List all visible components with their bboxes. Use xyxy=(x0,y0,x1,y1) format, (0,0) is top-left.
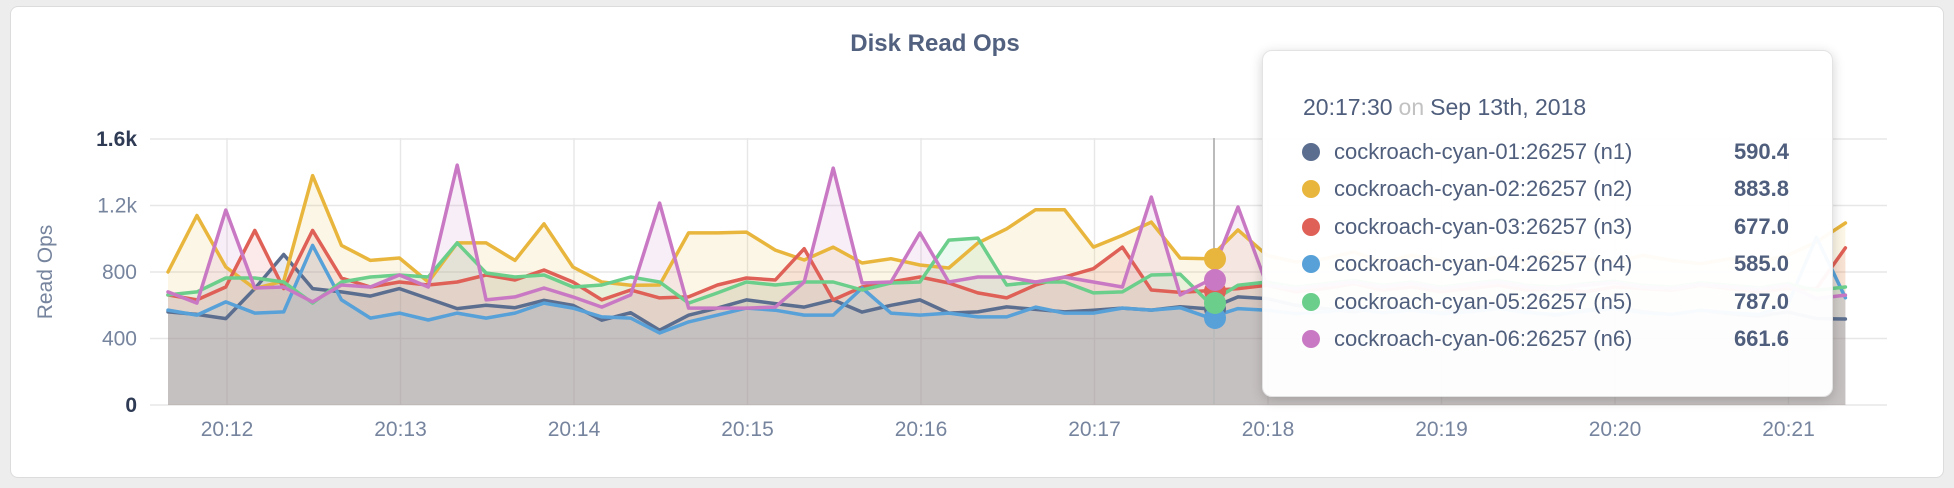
series-color-dot-icon xyxy=(1302,180,1320,199)
tooltip-series-name: cockroach-cyan-06:26257 (n6) xyxy=(1334,326,1633,352)
tooltip-series-name: cockroach-cyan-05:26257 (n5) xyxy=(1334,288,1633,314)
series-color-dot-icon xyxy=(1302,217,1320,236)
x-axis-tick-label: 20:18 xyxy=(1242,418,1295,441)
tooltip-series-value: 883.8 xyxy=(1733,176,1789,202)
tooltip-series-name: cockroach-cyan-04:26257 (n4) xyxy=(1334,251,1633,277)
tooltip-header: 20:17:30 on Sep 13th, 2018 xyxy=(1302,91,1789,123)
y-axis-tick-label: 800 xyxy=(102,261,137,284)
tooltip-series-value: 787.0 xyxy=(1733,288,1789,314)
y-axis-tick-label: 400 xyxy=(102,328,137,351)
hover-dot-n5 xyxy=(1204,292,1226,314)
tooltip-date: Sep 13th, 2018 xyxy=(1430,94,1587,120)
tooltip-series-value: 677.0 xyxy=(1733,213,1789,239)
tooltip-series-value: 661.6 xyxy=(1733,326,1789,352)
chart-title: Disk Read Ops xyxy=(850,30,1020,57)
x-axis-tick-label: 20:13 xyxy=(374,418,427,441)
series-color-dot-icon xyxy=(1302,255,1320,274)
x-axis-tick-label: 20:16 xyxy=(895,418,948,441)
x-axis-tick-label: 20:21 xyxy=(1762,418,1815,441)
x-axis-tick-label: 20:14 xyxy=(548,418,601,441)
y-axis-title: Read Ops xyxy=(34,225,57,320)
y-axis-tick-label: 1.2k xyxy=(97,195,137,218)
tooltip-series-name: cockroach-cyan-03:26257 (n3) xyxy=(1334,213,1633,239)
x-axis-tick-label: 20:17 xyxy=(1068,418,1121,441)
tooltip-series-name: cockroach-cyan-02:26257 (n2) xyxy=(1334,176,1633,202)
series-color-dot-icon xyxy=(1302,330,1320,349)
x-axis-tick-label: 20:19 xyxy=(1415,418,1468,441)
tooltip-row: cockroach-cyan-06:26257 (n6) 661.6 xyxy=(1302,321,1789,359)
tooltip-time: 20:17:30 xyxy=(1303,94,1393,120)
hover-dot-n6 xyxy=(1204,269,1226,291)
hover-dot-n2 xyxy=(1204,248,1226,270)
tooltip-row: cockroach-cyan-04:26257 (n4) 585.0 xyxy=(1302,246,1789,284)
tooltip-series-name: cockroach-cyan-01:26257 (n1) xyxy=(1334,138,1633,164)
tooltip-series-value: 590.4 xyxy=(1733,138,1789,164)
x-axis-tick-label: 20:20 xyxy=(1589,418,1642,441)
x-axis-tick-label: 20:15 xyxy=(721,418,774,441)
tooltip-preposition: on xyxy=(1398,94,1425,120)
tooltip-row: cockroach-cyan-02:26257 (n2) 883.8 xyxy=(1302,171,1789,209)
tooltip-row: cockroach-cyan-03:26257 (n3) 677.0 xyxy=(1302,208,1789,246)
tooltip-row: cockroach-cyan-01:26257 (n1) 590.4 xyxy=(1302,133,1789,171)
y-axis-tick-label: 1.6k xyxy=(96,128,137,151)
x-axis-tick-label: 20:12 xyxy=(201,418,254,441)
series-color-dot-icon xyxy=(1302,142,1320,161)
series-color-dot-icon xyxy=(1302,292,1320,311)
y-axis-tick-label: 0 xyxy=(125,394,137,417)
tooltip-rows: cockroach-cyan-01:26257 (n1) 590.4 cockroa… xyxy=(1302,133,1789,358)
tooltip-series-value: 585.0 xyxy=(1733,251,1789,277)
tooltip-row: cockroach-cyan-05:26257 (n5) 787.0 xyxy=(1302,283,1789,321)
hover-tooltip: 20:17:30 on Sep 13th, 2018 cockroach-cyan-… xyxy=(1262,50,1833,397)
